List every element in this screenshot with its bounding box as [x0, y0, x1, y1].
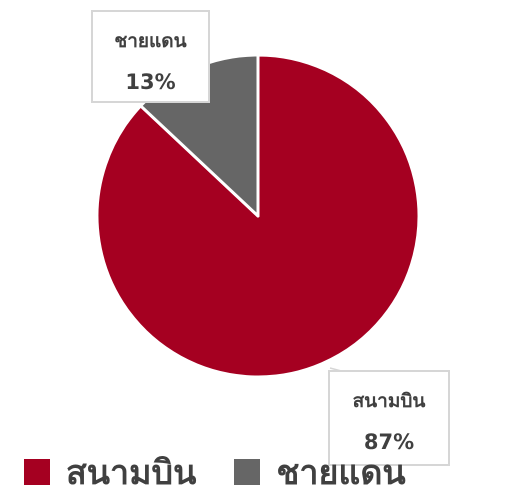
legend-swatch — [24, 459, 50, 485]
legend-item-1: ชายแดน — [234, 445, 406, 499]
data-label-สนามบิน: สนามบิน 87% — [328, 370, 450, 466]
data-label-category: ชายแดน — [114, 30, 187, 52]
data-label-value: 87% — [363, 430, 415, 454]
data-label-ชายแดน: ชายแดน 13% — [91, 10, 210, 103]
pie-slices — [95, 53, 421, 379]
legend-label: ชายแดน — [276, 453, 406, 493]
legend-item-0: สนามบิน — [24, 445, 196, 499]
data-label-value: 13% — [125, 70, 176, 94]
legend-swatch — [234, 459, 261, 485]
legend-label: สนามบิน — [66, 453, 197, 493]
data-label-category: สนามบิน — [352, 390, 426, 412]
chart-legend: สนามบิน ชายแดน — [24, 450, 444, 494]
